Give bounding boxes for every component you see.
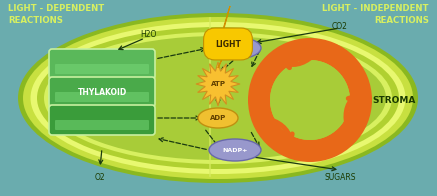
Ellipse shape — [23, 17, 413, 179]
Text: STROMA: STROMA — [372, 95, 416, 104]
Text: LIGHT - DEPENDENT
REACTIONS: LIGHT - DEPENDENT REACTIONS — [8, 4, 104, 25]
FancyBboxPatch shape — [55, 92, 149, 102]
Wedge shape — [248, 38, 372, 162]
Text: H2O: H2O — [140, 30, 156, 38]
Ellipse shape — [270, 60, 350, 140]
Ellipse shape — [50, 36, 386, 160]
Polygon shape — [218, 6, 232, 68]
Ellipse shape — [37, 27, 399, 169]
Text: NADP+: NADP+ — [222, 148, 248, 152]
FancyBboxPatch shape — [49, 77, 155, 107]
Text: LIGHT: LIGHT — [215, 40, 241, 48]
Text: O2: O2 — [95, 173, 105, 182]
Polygon shape — [196, 62, 240, 106]
FancyBboxPatch shape — [55, 120, 149, 130]
Text: ATP: ATP — [211, 81, 225, 87]
FancyBboxPatch shape — [55, 64, 149, 74]
Ellipse shape — [209, 139, 261, 161]
Text: THYLAKOID: THYLAKOID — [77, 87, 127, 96]
Ellipse shape — [44, 32, 392, 164]
Text: LIGHT - INDEPENDENT
REACTIONS: LIGHT - INDEPENDENT REACTIONS — [323, 4, 429, 25]
Text: ADP: ADP — [210, 115, 226, 121]
Text: NADPH: NADPH — [222, 45, 248, 51]
Ellipse shape — [18, 13, 418, 183]
FancyBboxPatch shape — [49, 105, 155, 135]
Ellipse shape — [198, 108, 238, 128]
Text: SUGARS: SUGARS — [324, 173, 356, 182]
FancyBboxPatch shape — [49, 49, 155, 79]
Text: CO2: CO2 — [332, 22, 348, 31]
Ellipse shape — [31, 22, 406, 174]
Ellipse shape — [209, 37, 261, 59]
